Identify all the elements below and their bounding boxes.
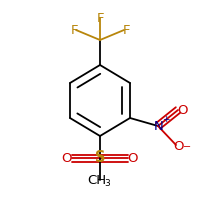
Text: F: F [96,11,104,24]
Text: N: N [154,119,164,132]
Text: −: − [183,142,191,152]
Text: S: S [95,150,105,166]
Text: 3: 3 [104,178,110,188]
Text: O: O [174,140,184,154]
Text: O: O [128,152,138,164]
Text: O: O [178,104,188,116]
Text: O: O [62,152,72,164]
Text: CH: CH [87,173,107,186]
Text: +: + [162,114,170,123]
Text: F: F [70,23,78,36]
Text: F: F [122,23,130,36]
